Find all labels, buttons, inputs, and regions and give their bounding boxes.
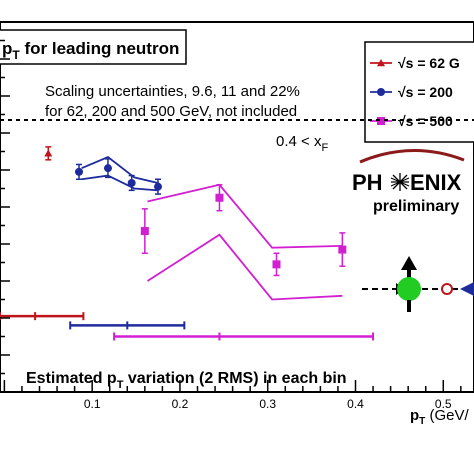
data-points xyxy=(44,146,347,277)
logo-text-right: ENIX xyxy=(410,170,462,195)
legend-label: √s = 62 G xyxy=(398,55,460,71)
logo-arc xyxy=(359,148,465,164)
scaling-note-line1: Scaling uncertainties, 9.6, 11 and 22% xyxy=(45,83,300,100)
band-lower-line xyxy=(81,174,159,192)
x-axis-label: pT (GeV/ xyxy=(410,407,469,427)
data-point xyxy=(75,167,83,176)
legend: √s = 62 G√s = 200√s = 500 xyxy=(364,41,474,143)
logo-star-icon xyxy=(390,173,410,191)
x-axis: 0.1 0.2 0.3 0.4 0.5 xyxy=(3,380,462,411)
x-tick-label: 0.2 xyxy=(172,397,189,411)
x-tick-label: 0.4 xyxy=(347,397,364,411)
legend-marker xyxy=(377,117,385,125)
neutron-icon xyxy=(441,283,453,295)
data-point xyxy=(215,193,224,202)
logo-text-left: PH xyxy=(352,170,383,195)
legend-marker xyxy=(377,59,385,67)
scaling-note-line2: for 62, 200 and 500 GeV, not included xyxy=(45,103,297,120)
plot-frame xyxy=(0,21,474,393)
data-point xyxy=(154,182,162,191)
phenix-logo: PH ENIX xyxy=(352,148,465,195)
data-point xyxy=(140,227,149,236)
uncertainty-bands xyxy=(81,156,343,301)
preliminary-label: preliminary xyxy=(373,198,459,215)
band-upper-line xyxy=(81,156,159,184)
neutron-arrow-icon xyxy=(460,282,474,296)
data-point xyxy=(338,245,347,254)
x-tick-label: 0.3 xyxy=(259,397,276,411)
chart-title: pT for leading neutron xyxy=(2,39,179,62)
data-point xyxy=(272,260,281,269)
spin-diagram xyxy=(362,256,474,312)
x-tick-label: 0.1 xyxy=(84,397,101,411)
rms-bars xyxy=(0,312,375,341)
x-tick-label: 0.5 xyxy=(435,397,452,411)
legend-label: √s = 200 xyxy=(398,84,453,100)
data-point xyxy=(103,164,112,173)
legend-box xyxy=(364,41,474,143)
band-upper-line xyxy=(147,183,343,249)
data-point xyxy=(127,178,136,187)
title-box xyxy=(0,29,187,65)
data-point xyxy=(44,149,53,157)
proton-icon xyxy=(397,277,421,301)
legend-marker xyxy=(377,88,385,96)
xf-cut-label: 0.4 < xF xyxy=(276,133,328,154)
band-lower-line xyxy=(146,233,343,301)
spin-up-arrow-icon xyxy=(401,256,417,270)
y-axis xyxy=(0,39,10,375)
